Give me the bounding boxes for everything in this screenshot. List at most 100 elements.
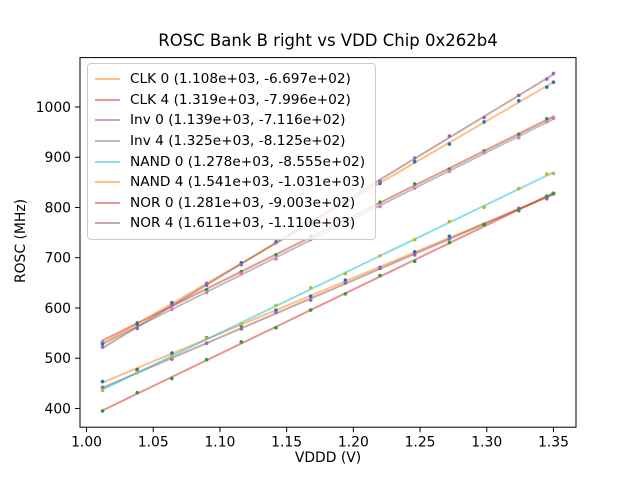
legend-line-swatch (95, 222, 120, 225)
data-point (204, 290, 209, 295)
data-point (343, 292, 348, 296)
data-point (482, 223, 486, 227)
data-point (343, 278, 348, 282)
legend-line-swatch (95, 201, 120, 204)
data-point (447, 237, 452, 241)
data-point (447, 142, 452, 146)
x-tick-label: 1.30 (471, 435, 502, 451)
y-tick-label: 1000 (36, 100, 71, 116)
legend-label: NOR 4 (1.611e+03, -1.110e+03) (130, 215, 356, 232)
legend-row: CLK 4 (1.319e+03, -7.996e+02) (95, 90, 365, 111)
data-point (378, 254, 382, 258)
data-point (274, 303, 278, 308)
x-axis: 1.00 1.05 1.10 1.15 1.20 1.25 1.30 1.35 (71, 427, 569, 451)
data-point (170, 376, 174, 381)
data-point (170, 351, 174, 355)
data-point (170, 354, 174, 359)
data-point (135, 390, 140, 395)
series-nor-0 (100, 191, 556, 413)
data-point (412, 186, 417, 190)
data-point (516, 208, 521, 213)
data-point (378, 179, 382, 183)
data-point (343, 281, 348, 285)
data-point (447, 134, 452, 138)
legend-label: Inv 4 (1.325e+03, -8.125e+02) (130, 133, 346, 150)
data-point (412, 182, 417, 186)
y-tick-label: 800 (44, 200, 71, 216)
data-point (100, 379, 105, 384)
legend-line-swatch (95, 140, 120, 143)
data-point (378, 204, 382, 209)
data-point (170, 300, 174, 305)
legend-row: NAND 0 (1.278e+03, -8.555e+02) (95, 151, 365, 172)
data-point (482, 120, 486, 124)
legend-label: NAND 0 (1.278e+03, -8.555e+02) (130, 153, 366, 170)
x-axis-label: VDDD (V) (294, 450, 362, 466)
data-point (100, 342, 105, 346)
x-tick-label: 1.05 (138, 435, 169, 451)
legend-row: Inv 4 (1.325e+03, -8.125e+02) (95, 131, 365, 152)
data-point (308, 298, 313, 302)
data-point (135, 370, 140, 375)
x-tick-label: 1.35 (538, 435, 569, 451)
data-point (274, 253, 278, 257)
data-point (544, 116, 549, 121)
y-tick-label: 900 (44, 150, 71, 166)
legend-label: NAND 4 (1.541e+03, -1.031e+03) (130, 174, 366, 191)
data-point (544, 85, 549, 89)
data-point (447, 169, 452, 174)
data-point (135, 326, 140, 331)
data-point (412, 259, 417, 264)
data-point (551, 171, 556, 176)
data-point (204, 336, 209, 341)
data-point (412, 156, 417, 160)
legend: CLK 0 (1.108e+03, -6.697e+02) CLK 4 (1.31… (87, 63, 377, 240)
data-point (516, 135, 521, 140)
data-point (516, 186, 521, 191)
series-nand-0 (100, 171, 556, 393)
y-axis: 400 500 600 700 800 900 1000 (36, 100, 80, 417)
x-tick-label: 1.20 (338, 435, 369, 451)
legend-label: CLK 0 (1.108e+03, -6.697e+02) (130, 71, 351, 88)
data-point (170, 303, 174, 308)
data-point (551, 191, 556, 196)
legend-line-swatch (95, 160, 120, 163)
data-point (551, 115, 556, 120)
plot-area (79, 57, 577, 428)
data-point (551, 80, 556, 84)
data-point (239, 322, 244, 326)
legend-label: Inv 0 (1.139e+03, -7.116e+02) (130, 112, 346, 129)
data-point (308, 285, 313, 290)
data-point (100, 409, 105, 413)
y-tick-label: 500 (44, 351, 71, 367)
data-point (544, 119, 549, 124)
y-tick-label: 400 (44, 401, 71, 417)
chart-title: ROSC Bank B right vs VDD Chip 0x262b4 (158, 31, 498, 50)
data-point (274, 257, 278, 261)
data-point (239, 327, 244, 331)
data-point (412, 237, 417, 242)
data-point (378, 200, 382, 204)
fit-line (101, 171, 555, 391)
data-point (447, 219, 452, 224)
data-point (204, 281, 209, 286)
data-point (239, 340, 244, 344)
data-point (551, 71, 556, 76)
legend-row: Inv 0 (1.139e+03, -7.116e+02) (95, 110, 365, 131)
data-point (170, 357, 174, 361)
data-point (170, 307, 174, 312)
data-point (274, 240, 278, 245)
data-point (544, 172, 549, 176)
y-axis-label: ROSC (MHz) (13, 198, 29, 284)
data-point (204, 357, 209, 362)
x-tick-label: 1.00 (71, 435, 102, 451)
data-point (308, 308, 313, 312)
legend-label: CLK 4 (1.319e+03, -7.996e+02) (130, 91, 351, 108)
data-point (516, 99, 521, 103)
data-point (482, 150, 486, 155)
data-point (378, 265, 382, 270)
fit-line (101, 193, 555, 389)
x-tick-label: 1.15 (271, 435, 302, 451)
